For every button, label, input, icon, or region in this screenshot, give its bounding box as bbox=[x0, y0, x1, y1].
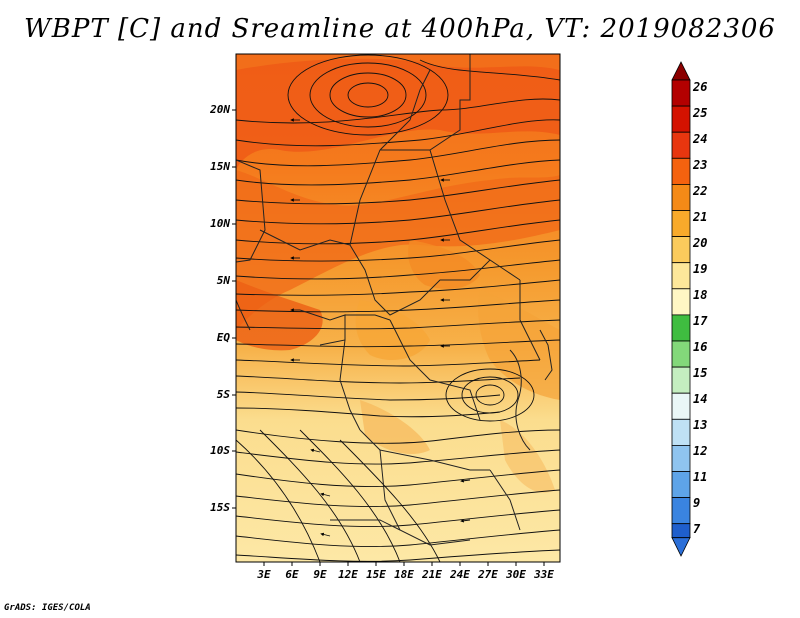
colorbar bbox=[671, 61, 691, 557]
colorbar-swatch-10 bbox=[671, 340, 691, 368]
axis-ticks bbox=[232, 109, 545, 566]
colorbar-label: 9 bbox=[693, 496, 701, 510]
lat-label: 20N bbox=[210, 103, 230, 116]
credit-text: GrADS: IGES/COLA bbox=[4, 603, 91, 613]
lon-label: 3E bbox=[257, 568, 271, 581]
chart-title: WBPT [C] and Sreamline at 400hPa, VT: 20… bbox=[24, 14, 776, 44]
colorbar-label: 21 bbox=[693, 210, 708, 224]
lon-label: 24E bbox=[450, 568, 470, 581]
colorbar-swatch-3 bbox=[671, 157, 691, 185]
lat-label: EQ bbox=[216, 331, 230, 344]
colorbar-swatch-17 bbox=[671, 523, 691, 539]
colorbar-swatch-12 bbox=[671, 392, 691, 420]
lon-label: 30E bbox=[506, 568, 526, 581]
colorbar-label: 26 bbox=[693, 80, 708, 94]
colorbar-label: 24 bbox=[693, 132, 708, 146]
lat-label: 10N bbox=[210, 217, 230, 230]
lon-label: 12E bbox=[338, 568, 358, 581]
colorbar-label: 11 bbox=[693, 470, 708, 484]
lat-label: 5N bbox=[216, 274, 230, 287]
colorbar-swatch-8 bbox=[671, 288, 691, 316]
colorbar-label: 20 bbox=[693, 236, 708, 250]
lon-label: 33E bbox=[534, 568, 554, 581]
lon-label: 21E bbox=[422, 568, 442, 581]
colorbar-label: 15 bbox=[693, 366, 708, 380]
lon-label: 18E bbox=[394, 568, 414, 581]
colorbar-label: 13 bbox=[693, 418, 708, 432]
colorbar-swatch-4 bbox=[671, 183, 691, 211]
colorbar-swatch-0 bbox=[671, 79, 691, 107]
lat-label: 15S bbox=[210, 501, 230, 514]
streamlines bbox=[236, 54, 560, 562]
colorbar-label: 22 bbox=[693, 184, 708, 198]
colorbar-label: 17 bbox=[693, 314, 708, 328]
colorbar-label: 19 bbox=[693, 262, 708, 276]
lat-label: 10S bbox=[210, 444, 230, 457]
colorbar-swatch-11 bbox=[671, 366, 691, 394]
colorbar-top-arrow bbox=[671, 61, 691, 81]
colorbar-swatch-13 bbox=[671, 418, 691, 446]
colorbar-label: 23 bbox=[693, 158, 708, 172]
colorbar-label: 18 bbox=[693, 288, 708, 302]
colorbar-swatch-2 bbox=[671, 131, 691, 159]
country-borders bbox=[236, 54, 553, 546]
colorbar-swatch-5 bbox=[671, 210, 691, 238]
colorbar-swatch-1 bbox=[671, 105, 691, 133]
map-frame bbox=[235, 53, 561, 563]
colorbar-swatch-6 bbox=[671, 236, 691, 264]
lat-label: 5S bbox=[216, 388, 230, 401]
colorbar-swatch-9 bbox=[671, 314, 691, 342]
colorbar-swatch-15 bbox=[671, 471, 691, 499]
colorbar-label: 25 bbox=[693, 106, 708, 120]
colorbar-label: 16 bbox=[693, 340, 708, 354]
lon-label: 27E bbox=[478, 568, 498, 581]
lon-label: 9E bbox=[313, 568, 327, 581]
colorbar-label: 12 bbox=[693, 444, 708, 458]
colorbar-bottom-arrow bbox=[671, 537, 691, 557]
colorbar-label: 7 bbox=[693, 522, 701, 536]
colorbar-label: 14 bbox=[693, 392, 708, 406]
lon-label: 15E bbox=[366, 568, 386, 581]
colorbar-swatch-7 bbox=[671, 262, 691, 290]
lon-label: 6E bbox=[285, 568, 299, 581]
colorbar-swatch-16 bbox=[671, 497, 691, 525]
wbpt-field bbox=[236, 54, 560, 562]
lat-label: 15N bbox=[210, 160, 230, 173]
colorbar-swatch-14 bbox=[671, 444, 691, 472]
